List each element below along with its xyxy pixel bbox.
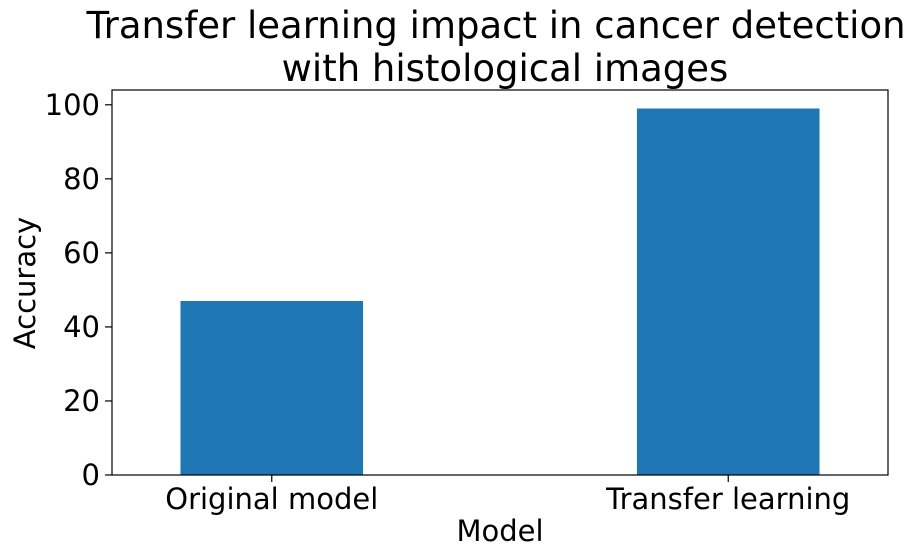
x-axis-label: Model <box>456 514 543 548</box>
chart-title-line-1: Transfer learning impact in cancer detec… <box>85 4 905 47</box>
y-tick-label: 0 <box>82 458 100 492</box>
bars-layer <box>180 108 820 475</box>
y-axis-label: Accuracy <box>8 217 42 349</box>
chart-title-line-2: with histological images <box>282 47 729 90</box>
y-tick-label: 80 <box>63 162 100 196</box>
x-tick-label: Transfer learning <box>605 482 850 516</box>
bar-transfer-learning <box>636 108 820 475</box>
y-tick-label: 100 <box>45 88 100 122</box>
bar-original-model <box>180 301 364 475</box>
y-tick-label: 40 <box>63 310 100 344</box>
y-tick-label: 20 <box>63 384 100 418</box>
x-axis-ticks: Original model Transfer learning <box>165 475 850 516</box>
x-tick-label: Original model <box>165 482 378 516</box>
plot-frame <box>111 89 889 476</box>
y-axis-ticks: 0 20 40 60 80 100 <box>45 88 112 492</box>
y-tick-label: 60 <box>63 236 100 270</box>
